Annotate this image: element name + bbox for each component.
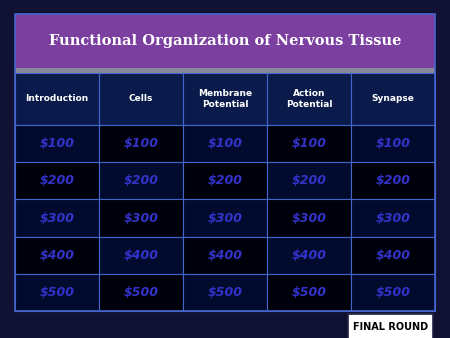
- Bar: [183, 274, 267, 311]
- Bar: [15, 125, 99, 162]
- Text: FINAL ROUND: FINAL ROUND: [352, 322, 428, 332]
- Bar: [99, 199, 183, 237]
- Bar: [99, 274, 183, 311]
- Bar: [15, 68, 435, 73]
- Bar: [351, 73, 435, 125]
- Bar: [99, 237, 183, 274]
- Text: $400: $400: [40, 249, 75, 262]
- Text: $100: $100: [207, 137, 243, 150]
- Bar: [15, 274, 99, 311]
- Bar: [351, 274, 435, 311]
- Bar: [351, 125, 435, 162]
- Text: $400: $400: [207, 249, 243, 262]
- Text: $100: $100: [124, 137, 158, 150]
- Bar: [183, 199, 267, 237]
- Text: $300: $300: [207, 212, 243, 224]
- Bar: [183, 73, 267, 125]
- Text: Action
Potential: Action Potential: [286, 89, 332, 108]
- Bar: [267, 73, 351, 125]
- Text: $500: $500: [292, 286, 326, 299]
- Bar: [15, 73, 99, 125]
- Bar: [15, 237, 99, 274]
- Bar: [267, 199, 351, 237]
- Bar: [351, 237, 435, 274]
- Text: $300: $300: [124, 212, 158, 224]
- Text: $300: $300: [40, 212, 75, 224]
- Text: Introduction: Introduction: [26, 94, 89, 103]
- Text: $500: $500: [124, 286, 158, 299]
- Bar: [351, 162, 435, 199]
- Bar: [15, 162, 99, 199]
- Text: $200: $200: [207, 174, 243, 187]
- Text: Synapse: Synapse: [371, 94, 414, 103]
- Text: Cells: Cells: [129, 94, 153, 103]
- Text: $300: $300: [375, 212, 410, 224]
- Bar: [99, 125, 183, 162]
- Bar: [267, 162, 351, 199]
- Text: $500: $500: [375, 286, 410, 299]
- Text: $100: $100: [40, 137, 75, 150]
- Bar: [267, 125, 351, 162]
- Text: $200: $200: [292, 174, 326, 187]
- Text: $400: $400: [124, 249, 158, 262]
- FancyBboxPatch shape: [348, 314, 432, 338]
- Text: $300: $300: [292, 212, 326, 224]
- Text: $200: $200: [40, 174, 75, 187]
- Text: $500: $500: [40, 286, 75, 299]
- Bar: [351, 199, 435, 237]
- Bar: [15, 199, 99, 237]
- Text: $200: $200: [375, 174, 410, 187]
- Bar: [267, 237, 351, 274]
- Bar: [15, 14, 435, 68]
- Text: $500: $500: [207, 286, 243, 299]
- Text: $400: $400: [375, 249, 410, 262]
- Text: $200: $200: [124, 174, 158, 187]
- Text: $100: $100: [292, 137, 326, 150]
- Bar: [99, 73, 183, 125]
- Text: Functional Organization of Nervous Tissue: Functional Organization of Nervous Tissu…: [49, 33, 401, 48]
- Bar: [15, 14, 435, 311]
- Bar: [267, 274, 351, 311]
- Text: $400: $400: [292, 249, 326, 262]
- Bar: [183, 125, 267, 162]
- Text: Membrane
Potential: Membrane Potential: [198, 89, 252, 108]
- Bar: [183, 162, 267, 199]
- Bar: [99, 162, 183, 199]
- Text: $100: $100: [375, 137, 410, 150]
- Bar: [183, 237, 267, 274]
